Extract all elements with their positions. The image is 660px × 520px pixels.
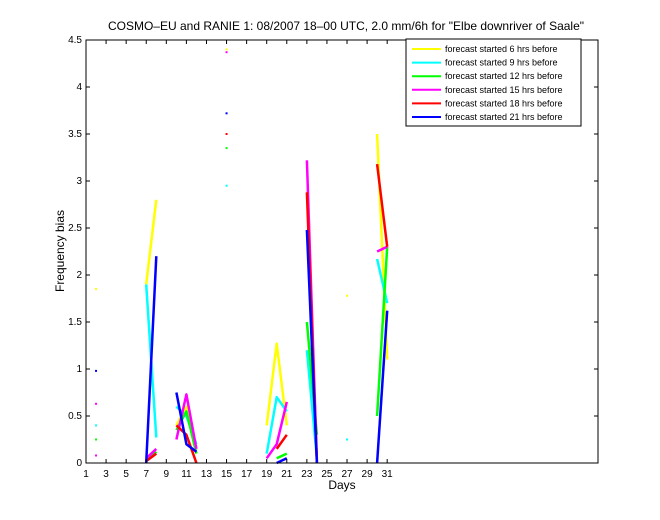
y-tick-label: 3.5 [68,129,82,140]
x-tick-label: 15 [221,469,233,480]
x-tick-label: 31 [382,469,394,480]
legend: forecast started 6 hrs before forecast st… [405,38,582,127]
chart-title: COSMO–EU and RANIE 1: 08/2007 18–00 UTC,… [108,19,584,33]
series-2 [95,147,389,463]
y-tick-label: 2.5 [68,223,82,234]
legend-label: forecast started 6 hrs before [445,44,558,54]
y-axis: 0 0.5 1 1.5 2 2.5 3 3.5 4 4.5 [68,35,598,469]
series-line [265,401,289,460]
x-tick-label: 23 [301,469,313,480]
series-line [144,256,158,464]
y-tick-label: 3 [76,176,82,187]
series-1 [95,184,389,459]
x-tick-label: 7 [143,469,149,480]
x-axis: 1 3 5 7 9 11 13 15 17 19 21 23 25 27 29 31 [83,40,393,480]
series-0 [95,48,389,454]
y-tick-label: 1 [76,364,82,375]
series-line [145,447,158,460]
series-line [375,163,389,247]
x-tick-label: 21 [281,469,293,480]
series-line [375,246,389,417]
series-line [375,310,389,464]
y-tick-label: 0.5 [68,411,82,422]
x-axis-title: Days [328,478,355,492]
axes-box [85,39,599,464]
x-tick-label: 3 [103,469,109,480]
series-line [276,452,288,460]
legend-box [405,38,582,127]
legend-label: forecast started 9 hrs before [445,58,558,68]
legend-label: forecast started 18 hrs before [445,98,563,108]
y-tick-label: 1.5 [68,317,82,328]
series-line [275,434,288,450]
series-line [276,457,288,465]
series-5 [95,112,389,465]
series-line [144,199,158,285]
x-tick-label: 27 [341,469,353,480]
series-line [265,342,289,426]
legend-label: forecast started 15 hrs before [445,85,563,95]
y-tick-label: 2 [76,270,82,281]
series-line [175,393,198,450]
series-3 [95,51,388,462]
legend-label: forecast started 12 hrs before [445,71,563,81]
series-layer [95,48,389,465]
x-tick-label: 25 [321,469,333,480]
x-tick-label: 17 [241,469,253,480]
y-tick-label: 4.5 [68,35,82,46]
x-tick-label: 19 [261,469,273,480]
series-line [175,424,198,464]
series-line [175,392,198,453]
x-tick-label: 1 [83,469,89,480]
y-axis-title: Frequency bias [53,210,67,292]
series-line [145,452,158,463]
x-tick-label: 5 [123,469,129,480]
series-line [376,245,388,253]
x-tick-label: 9 [164,469,170,480]
x-tick-label: 11 [181,469,192,480]
series-line [265,395,288,454]
x-tick-label: 29 [362,469,374,480]
series-line [305,229,319,464]
legend-label: forecast started 21 hrs before [445,112,563,122]
y-tick-label: 4 [76,82,82,93]
y-tick-label: 0 [76,458,82,469]
x-tick-label: 13 [201,469,213,480]
